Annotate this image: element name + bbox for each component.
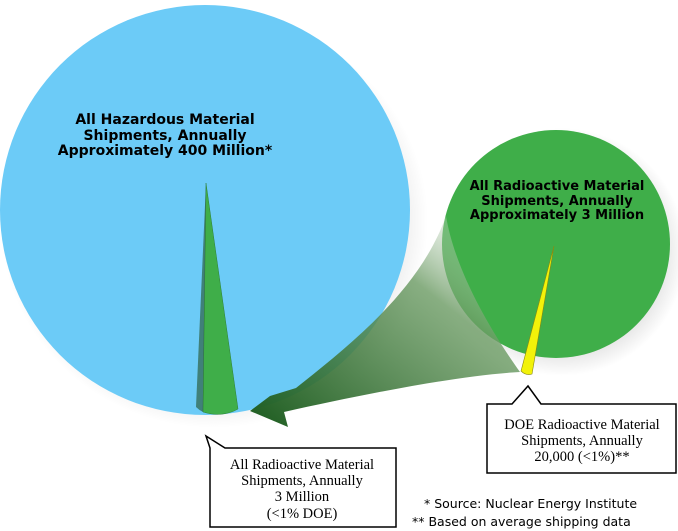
callout-right-line3: 20,000 (<1%)** [534,449,630,466]
hazardous-shipments-label: All Hazardous Material Shipments, Annual… [45,112,285,160]
radioactive-shipments-circle [442,130,670,358]
footnote-shipping-data: ** Based on average shipping data [412,514,631,529]
callout-left-text: All Radioactive Material Shipments, Annu… [214,457,390,522]
radioactive-label-line1: All Radioactive Material [469,179,645,194]
hazardous-label-line3: Approximately 400 Million* [57,143,273,160]
callout-right-line2: Shipments, Annually [521,433,643,450]
radioactive-label-line2: Shipments, Annually [481,193,633,209]
callout-box-right [486,384,677,474]
callout-right-line1: DOE Radioactive Material [504,417,660,433]
callout-left-line4: (<1% DOE) [266,505,338,522]
radioactive-wedge-shadow [196,183,206,412]
radioactive-wedge [202,182,239,415]
hazardous-label-line1: All Hazardous Material [75,112,255,128]
transition-arrow [250,216,520,427]
footnote-source: * Source: Nuclear Energy Institute [424,496,638,511]
radioactive-label-line3: Approximately 3 Million [469,208,645,224]
callout-box-left [204,434,397,528]
callout-right-text: DOE Radioactive Material Shipments, Annu… [490,417,674,466]
callout-left-line3: 3 Million [274,489,330,506]
hazardous-label-line2: Shipments, Annually [83,127,247,144]
radioactive-shipments-label: All Radioactive Material Shipments, Annu… [448,179,666,224]
callout-left-line1: All Radioactive Material [229,457,375,473]
doe-wedge [520,245,555,375]
callout-left-line2: Shipments, Annually [241,473,363,490]
